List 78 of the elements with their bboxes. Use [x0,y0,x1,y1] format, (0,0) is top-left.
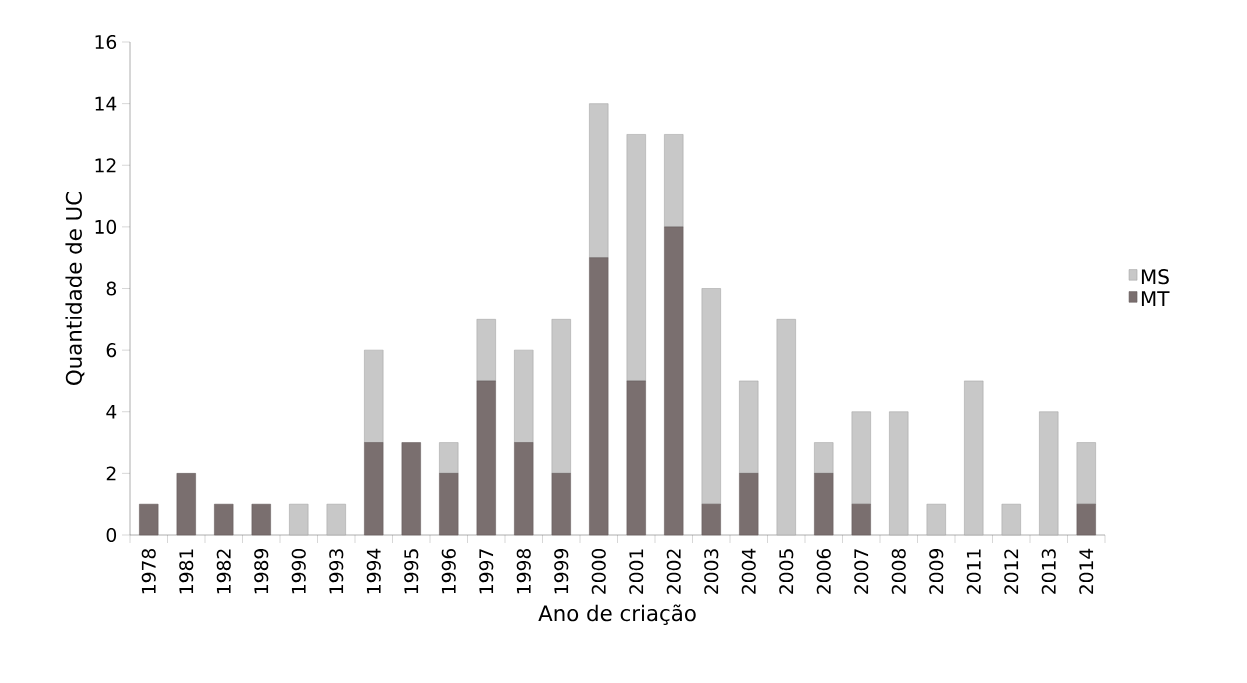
x-tick-label: 2005 [779,549,794,594]
x-tick-label: 1993 [329,549,344,594]
bar [701,288,721,505]
bar [626,134,646,382]
bar [326,503,346,536]
bar [514,442,534,536]
x-tick-label: 1978 [141,549,156,594]
bar [739,380,759,474]
bar [551,473,571,536]
bar [926,503,946,536]
bar [814,473,834,536]
x-tick-label: 2013 [1041,549,1056,594]
legend-label: MS [1141,269,1169,285]
bar [1001,503,1021,536]
bar [776,319,796,536]
bar [589,257,609,536]
bar [589,103,609,258]
y-tick-label: 6 [106,343,117,358]
y-tick-label: 8 [106,281,117,296]
x-tick-label: 1990 [291,548,306,594]
bar [476,319,496,382]
bar [251,503,271,536]
x-tick-label: 2006 [816,548,831,594]
bar [214,503,234,536]
x-tick-label: 1982 [216,549,231,594]
y-axis-title: Quantidade de UC [65,192,85,385]
y-tick-label: 16 [95,34,117,50]
bar [401,442,421,536]
x-tick-label: 1997 [479,549,494,594]
bar [176,473,196,536]
bar [1076,503,1096,536]
bar [889,411,909,536]
bar [739,473,759,536]
y-tick-label: 4 [106,404,117,419]
x-tick-label: 1981 [179,549,194,594]
y-tick-label: 2 [106,466,116,481]
bar [439,442,459,474]
x-tick-label: 2007 [854,549,869,594]
bar [851,503,871,536]
bar [289,503,309,536]
x-tick-label: 2012 [1004,549,1019,594]
legend-label: MT [1141,291,1170,306]
x-tick-label: 1995 [404,549,419,594]
bar [626,380,646,536]
x-tick-label: 1989 [254,549,269,594]
bar [1039,411,1059,536]
bar [514,349,534,443]
bar [476,380,496,536]
bar [664,226,684,536]
bar [964,380,984,536]
y-tick-label: 12 [95,158,116,173]
y-tick-label: 10 [95,219,117,234]
bar [851,411,871,505]
bar [364,349,384,443]
bar [664,134,684,228]
bar [364,442,384,536]
bar [701,503,721,536]
x-tick-label: 2001 [629,549,644,594]
x-tick-label: 2011 [966,549,981,594]
x-tick-label: 1999 [554,549,569,594]
x-tick-label: 1998 [516,549,531,594]
bar [551,319,571,474]
x-tick-label: 1996 [441,548,456,594]
x-tick-label: 2002 [666,549,681,594]
bar [139,503,159,536]
x-tick-label: 2014 [1079,548,1094,594]
y-tick-label: 14 [95,96,117,111]
bar [814,442,834,474]
x-tick-label: 2003 [704,549,719,594]
bar [1076,442,1096,505]
x-tick-label: 2009 [929,549,944,594]
x-tick-label: 1994 [366,548,381,594]
x-tick-label: 2004 [741,548,756,594]
y-tick-label: 0 [106,527,117,543]
x-axis-title: Ano de criação [538,604,696,626]
x-tick-label: 2008 [891,549,906,594]
x-tick-label: 2000 [591,548,606,594]
bar [439,473,459,536]
